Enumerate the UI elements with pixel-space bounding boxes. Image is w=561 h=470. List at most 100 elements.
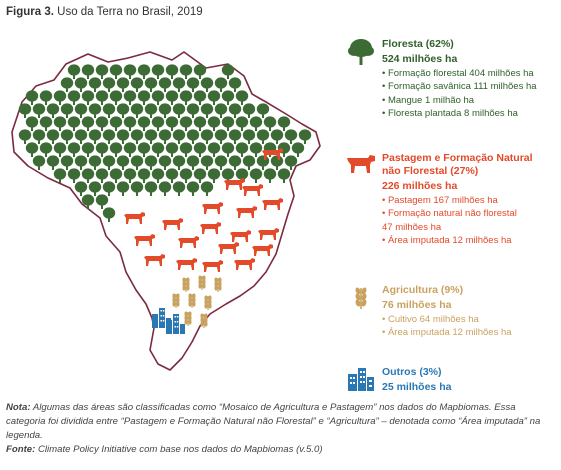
tree-icon [263,116,277,131]
tree-icon [46,129,60,144]
tree-icon [270,129,284,144]
legend-pasture-item: Área imputada 12 milhões ha [382,234,561,247]
tree-icon [172,181,186,196]
tree-icon [214,103,228,118]
tree-icon [137,64,151,79]
tree-icon [39,142,53,157]
legend-forest-head: Floresta (62%) [382,38,454,50]
cow-icon [202,260,223,272]
tree-icon [200,103,214,118]
tree-icon [95,64,109,79]
tree-icon [277,168,291,183]
tree-icon [284,129,298,144]
tree-icon [88,129,102,144]
cow-icon [178,236,199,248]
tree-icon [221,116,235,131]
tree-icon [158,129,172,144]
wheat-icon [198,275,206,290]
tree-icon [193,168,207,183]
tree-icon [102,207,116,222]
tree-icon [88,77,102,92]
tree-icon [235,90,249,105]
tree-icon [102,77,116,92]
tree-icon [193,64,207,79]
tree-icon [214,155,228,170]
tree-icon [116,103,130,118]
tree-icon [200,181,214,196]
cow-icon [202,202,223,214]
cow-icon [134,234,155,246]
cow-icon [258,228,279,240]
cattle-icon-group [124,148,283,272]
tree-icon [102,155,116,170]
tree-icon [95,90,109,105]
tree-icon [172,103,186,118]
tree-icon [102,181,116,196]
tree-icon [172,129,186,144]
legend-pasture-item: Pastagem 167 milhões ha [382,194,561,207]
buildings-icon [348,368,374,391]
tree-icon [130,103,144,118]
tree-icon [74,155,88,170]
tree-icon [116,181,130,196]
tree-icon [249,142,263,157]
tree-icon [144,181,158,196]
tree-icon [186,129,200,144]
tree-icon [25,116,39,131]
wheat-icon [355,287,367,309]
tree-icon [186,155,200,170]
brazil-map [11,51,321,371]
tree-icon [137,142,151,157]
tree-icon [123,64,137,79]
tree-icon [95,168,109,183]
tree-icon [109,168,123,183]
note-label: Nota: [6,402,31,413]
tree-icon [179,90,193,105]
tree-icon [25,90,39,105]
legend-forest-total: 524 milhões ha [382,53,458,65]
legend-agriculture-head: Agricultura (9%) [382,284,464,296]
tree-icon [242,155,256,170]
tree-icon [60,155,74,170]
tree-icon [193,90,207,105]
tree-icon [298,129,312,144]
tree-icon [158,181,172,196]
tree-icon [81,168,95,183]
note-paragraph: Nota: Algumas das áreas são classificada… [6,401,554,443]
cow-icon [224,178,245,190]
tree-icon [151,116,165,131]
legend-forest-item: Floresta plantada 8 milhões ha [382,107,561,120]
cow-icon [200,222,221,234]
tree-icon [165,90,179,105]
cow-icon [262,148,283,160]
cow-icon [234,258,255,270]
tree-icon [81,142,95,157]
tree-icon [67,168,81,183]
source-text: Climate Policy Initiative com base nos d… [37,444,323,455]
tree-icon [81,90,95,105]
legend-pasture-continuation: 47 milhões ha [382,221,442,233]
tree-icon [165,142,179,157]
tree-icon [32,155,46,170]
tree-icon [284,155,298,170]
tree-icon [95,194,109,209]
tree-icon [53,90,67,105]
tree-icon [200,129,214,144]
tree-icon [186,77,200,92]
tree-icon [165,116,179,131]
tree-icon [151,142,165,157]
tree-icon [53,116,67,131]
tree-icon [207,90,221,105]
tree-icon [277,116,291,131]
wheat-icon [214,277,222,292]
cow-icon [242,184,263,196]
tree-icon [242,129,256,144]
legend-forest-item: Formação florestal 404 milhões ha [382,67,561,80]
tree-icon [144,103,158,118]
figure-title-text: Uso da Terra no Brasil, 2019 [57,6,203,18]
tree-icon [228,77,242,92]
tree-icon [60,103,74,118]
tree-icon [130,129,144,144]
tree-icon [109,64,123,79]
tree-icon [263,168,277,183]
